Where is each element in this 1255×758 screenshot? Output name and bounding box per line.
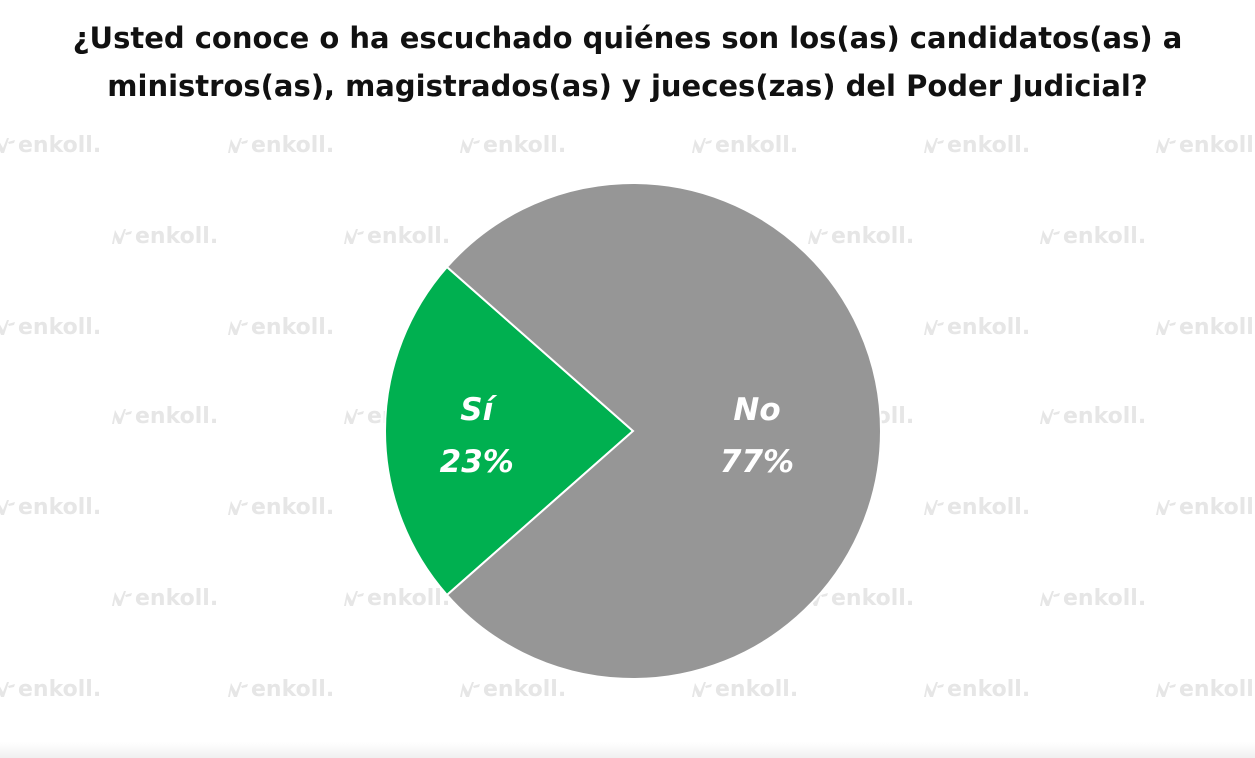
pie-slice-label-no: No <box>733 392 780 428</box>
bottom-edge <box>0 742 1255 758</box>
chart-title: ¿Usted conoce o ha escuchado quiénes son… <box>0 14 1255 110</box>
pie-slice-value-si: 23% <box>440 444 514 480</box>
pie-slice-no <box>445 182 882 680</box>
chart-title-line-2: ministros(as), magistrados(as) y jueces(… <box>107 69 1148 103</box>
chart-title-line-1: ¿Usted conoce o ha escuchado quiénes son… <box>72 21 1183 55</box>
pie-slice-si <box>384 265 635 597</box>
pie-slice-label-si: Sí <box>460 392 497 428</box>
pie-slice-value-no: 77% <box>720 444 794 480</box>
